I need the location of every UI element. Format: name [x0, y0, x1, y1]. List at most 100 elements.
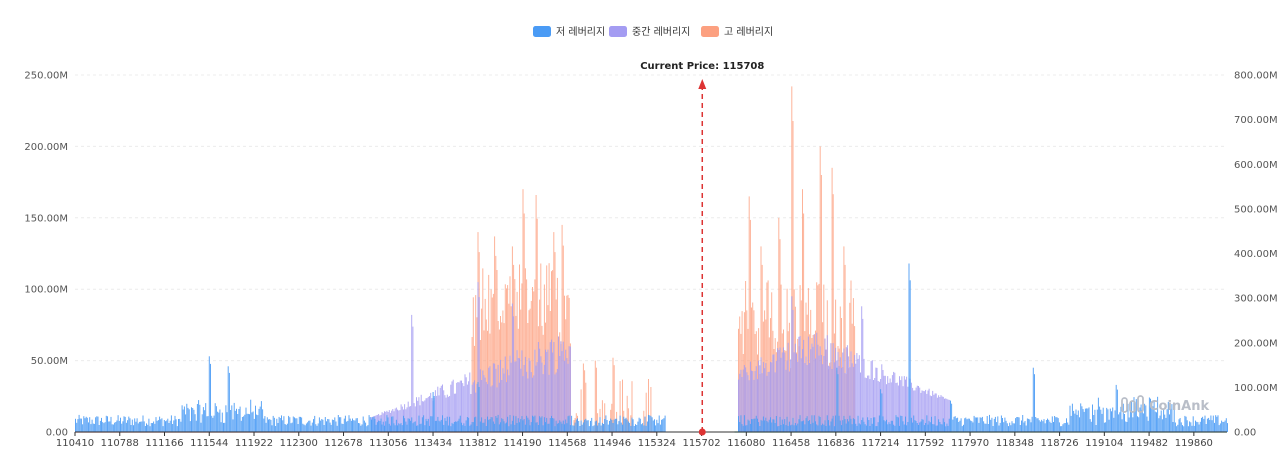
low-leverage-bar [1097, 397, 1099, 432]
low-leverage-bar [1101, 413, 1103, 432]
low-leverage-bar [1222, 421, 1224, 432]
low-leverage-bar [561, 423, 563, 432]
low-leverage-bar [661, 419, 663, 432]
low-leverage-bar [586, 420, 588, 432]
low-leverage-bar [469, 425, 471, 432]
legend-item[interactable]: 고 레버리지 [701, 26, 773, 38]
low-leverage-bar [275, 426, 277, 432]
high-leverage-bar [482, 268, 484, 432]
low-leverage-bar [883, 420, 885, 432]
low-leverage-bar [942, 418, 944, 432]
low-leverage-bar [445, 420, 447, 432]
medium-leverage-bar [902, 386, 904, 432]
low-leverage-bar [968, 418, 970, 432]
medium-leverage-bar [815, 358, 816, 432]
x-tick-label: 119860 [1175, 438, 1213, 449]
low-leverage-bar [127, 420, 129, 432]
legend-item[interactable]: 저 레버리지 [533, 26, 605, 38]
low-leverage-bar [1129, 410, 1131, 432]
medium-leverage-bar [414, 406, 416, 432]
low-leverage-bar [195, 420, 197, 432]
low-leverage-bar [916, 423, 918, 432]
low-leverage-bar [456, 421, 458, 432]
low-leverage-bar [135, 421, 137, 432]
low-leverage-bar [757, 418, 758, 432]
low-leverage-bar [398, 423, 400, 432]
high-leverage-bar [779, 239, 781, 432]
low-leverage-bar [484, 419, 486, 432]
low-leverage-bar [1214, 422, 1215, 432]
low-leverage-bar [773, 419, 775, 432]
low-leverage-bar [1004, 417, 1006, 432]
low-leverage-bar [643, 425, 645, 432]
low-leverage-bar [1005, 420, 1007, 432]
low-leverage-bar [284, 424, 286, 432]
high-leverage-bar [567, 294, 569, 432]
medium-leverage-bar [896, 382, 898, 432]
medium-leverage-bar [768, 371, 770, 432]
medium-leverage-bar [893, 371, 895, 432]
low-leverage-bar [1017, 417, 1019, 432]
medium-leverage-bar [830, 343, 832, 432]
low-leverage-bar [198, 400, 200, 432]
low-leverage-bar [638, 417, 640, 432]
low-leverage-bar [999, 422, 1001, 432]
medium-leverage-bar [533, 375, 535, 432]
low-leverage-bar [193, 409, 195, 432]
low-leverage-bar [546, 417, 548, 432]
low-leverage-bar [644, 416, 646, 432]
medium-leverage-bar [912, 387, 914, 432]
medium-leverage-bar [891, 375, 893, 432]
low-leverage-bar [891, 420, 893, 432]
medium-leverage-bar [470, 394, 472, 432]
low-leverage-bar [960, 418, 962, 432]
low-leverage-bar [336, 425, 338, 432]
low-leverage-bar [413, 421, 415, 432]
legend-item[interactable]: 중간 레버리지 [609, 26, 690, 38]
low-leverage-bar [742, 425, 744, 432]
low-leverage-bar [603, 424, 604, 432]
low-leverage-bar [846, 419, 848, 432]
low-leverage-bar [1121, 419, 1123, 432]
y-left-tick-label: 0.00 [46, 428, 68, 439]
low-leverage-bar [985, 423, 987, 432]
medium-leverage-bar [412, 326, 414, 432]
low-leverage-bar [137, 423, 139, 432]
x-tick-label: 110410 [56, 438, 94, 449]
low-leverage-bar [205, 403, 207, 432]
low-leverage-bar [1158, 418, 1160, 432]
medium-leverage-bar [888, 382, 890, 432]
low-leverage-bar [1079, 417, 1080, 432]
y-right-tick-label: 200.00M [1234, 338, 1278, 349]
low-leverage-bar [470, 424, 472, 432]
medium-leverage-bar [523, 365, 525, 432]
low-leverage-bar [91, 419, 93, 432]
low-leverage-bar [1212, 415, 1214, 432]
high-leverage-bar [760, 246, 762, 432]
medium-leverage-bar [444, 395, 446, 432]
low-leverage-bar [761, 420, 763, 432]
low-leverage-bar [623, 416, 625, 432]
low-leverage-bar [355, 418, 357, 432]
low-leverage-bar [194, 414, 196, 432]
medium-leverage-bar [458, 382, 460, 432]
medium-leverage-bar [762, 362, 764, 432]
low-leverage-bar [167, 418, 169, 432]
medium-leverage-bar [928, 388, 930, 432]
low-leverage-bar [899, 425, 900, 432]
low-leverage-bar [157, 420, 159, 432]
high-leverage-bar [484, 298, 486, 432]
medium-leverage-bar [462, 383, 464, 432]
low-leverage-bar [933, 424, 935, 432]
high-leverage-bar [553, 232, 555, 432]
medium-leverage-bar [514, 361, 516, 432]
low-leverage-bar [823, 424, 825, 432]
axes: 0.00 50.00M 100.00M 150.00M 200.00M 250.00M 0.… [24, 71, 1277, 450]
low-leverage-bar [474, 417, 475, 432]
low-leverage-bar [187, 407, 189, 432]
low-leverage-bar [1170, 408, 1172, 432]
low-leverage-bar [1092, 404, 1093, 432]
legend[interactable]: 저 레버리지 중간 레버리지 고 레버리지 [533, 26, 773, 38]
medium-leverage-bar [897, 385, 899, 432]
low-leverage-bar [656, 419, 658, 432]
